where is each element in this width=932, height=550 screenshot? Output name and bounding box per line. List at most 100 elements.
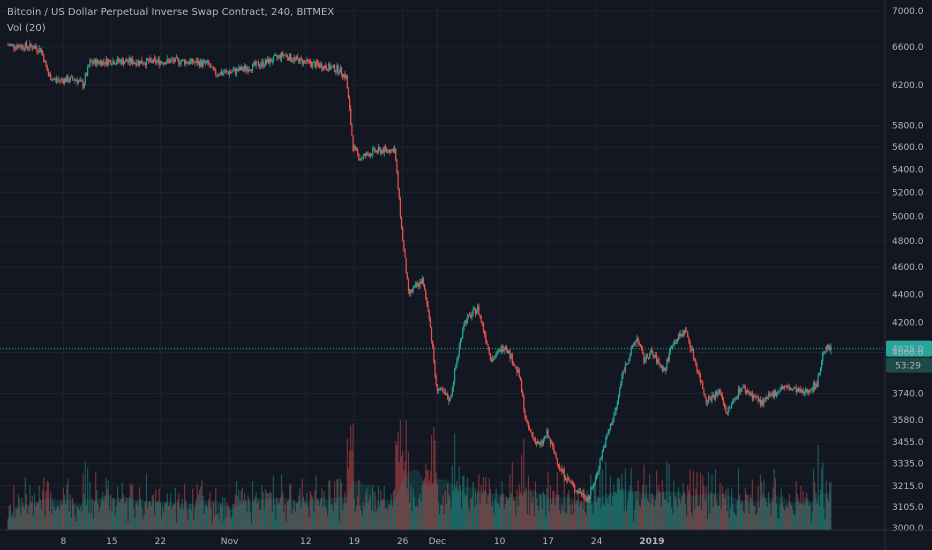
volume-bar: [197, 494, 200, 530]
volume-bar: [532, 496, 534, 530]
volume-bar: [661, 480, 663, 530]
candle-body: [260, 64, 262, 67]
y-tick-label: 5600.0: [892, 143, 924, 153]
volume-bar: [711, 474, 713, 530]
volume-bar: [540, 494, 542, 530]
candle-body: [243, 66, 246, 70]
chart-title[interactable]: Bitcoin / US Dollar Perpetual Inverse Sw…: [7, 7, 335, 18]
volume-bar: [514, 501, 516, 530]
candle-body: [787, 386, 789, 388]
candle-body: [554, 451, 556, 455]
candle-body: [145, 58, 148, 66]
candle-body: [258, 66, 261, 68]
volume-bar: [437, 502, 440, 530]
volume-bar: [439, 514, 441, 530]
candle-body: [43, 54, 45, 62]
volume-bar: [381, 500, 383, 530]
candle-body: [118, 58, 120, 62]
volume-bar: [115, 506, 118, 530]
candle-body: [130, 58, 133, 63]
candle-body: [710, 397, 712, 401]
y-axis[interactable]: 7000.0 6600.0 6200.0 5800.0 5600.0 5400.0 5200…: [884, 0, 924, 550]
y-tick-label: 3335.0: [892, 459, 924, 469]
volume-bar: [405, 420, 407, 530]
candle-body: [106, 58, 108, 65]
candle-body: [457, 355, 459, 361]
x-tick-label: Dec: [429, 537, 446, 547]
volume-bar: [158, 488, 160, 530]
candle-body: [594, 478, 597, 484]
volume-bar: [357, 496, 359, 530]
volume-bar: [484, 490, 486, 530]
volume-bar: [36, 501, 38, 530]
candle-body: [504, 346, 507, 350]
candle-body: [676, 339, 678, 343]
volume-bar: [360, 510, 362, 530]
candle-body: [315, 61, 317, 68]
y-tick-label: 5200.0: [892, 188, 924, 198]
x-axis[interactable]: 8 15 22 Nov 12 19 26 Dec 10 17 24 2019: [0, 529, 932, 547]
volume-bar: [477, 492, 479, 530]
candle-body: [82, 81, 84, 88]
volume-bar: [107, 480, 110, 530]
volume-bar: [526, 514, 528, 530]
volume-bar: [188, 508, 190, 530]
volume-bar: [728, 518, 730, 530]
candle-body: [125, 59, 127, 63]
candle-body: [638, 343, 640, 345]
volume-bar: [492, 501, 494, 530]
volume-bar: [522, 495, 524, 530]
volume-bar: [418, 498, 420, 530]
candle-body: [180, 61, 182, 64]
candle-body: [689, 341, 691, 349]
volume-bar: [827, 502, 830, 530]
candle-body: [613, 415, 615, 421]
volume-bar: [47, 482, 49, 530]
volume-bar: [458, 466, 460, 530]
volume-bar: [249, 512, 251, 530]
candle-body: [616, 401, 618, 407]
candle-body: [212, 66, 215, 70]
volume-bar: [345, 503, 347, 530]
candle-body: [309, 60, 311, 64]
y-tick-label: 6200.0: [892, 81, 924, 91]
candle-body: [784, 387, 786, 388]
volume-bar: [265, 491, 268, 530]
volume-bar: [682, 483, 684, 530]
volume-bar: [30, 501, 32, 530]
volume-bar: [606, 497, 608, 530]
volume-bar: [240, 491, 242, 530]
volume-bar: [295, 503, 298, 530]
volume-bar: [177, 499, 179, 530]
volume-bar: [789, 503, 792, 530]
candle-body: [444, 391, 446, 395]
volume-bar: [619, 479, 621, 530]
candle-body: [374, 148, 376, 153]
volume-bar: [817, 444, 819, 530]
volume-bar: [307, 507, 309, 530]
candle-body: [524, 410, 526, 417]
candle-body: [360, 158, 362, 160]
volume-bar: [263, 509, 265, 530]
candle-body: [642, 349, 644, 354]
candle-body: [278, 54, 280, 57]
volume-bar: [298, 495, 300, 530]
candle-body: [774, 390, 777, 396]
candle-body: [827, 345, 830, 350]
volume-bar: [220, 506, 223, 530]
volume-bar: [367, 502, 369, 530]
volume-bar: [340, 482, 343, 530]
volume-indicator-label[interactable]: Vol (20): [7, 23, 46, 34]
volume-bar: [787, 508, 789, 530]
candle-body: [20, 46, 22, 48]
candle-body: [576, 490, 578, 492]
candle-body: [655, 355, 658, 364]
volume-bar: [226, 502, 228, 530]
candle-body: [503, 349, 505, 352]
candle-body: [267, 58, 269, 63]
volume-bar: [751, 479, 753, 530]
candle-body: [165, 62, 167, 65]
volume-bar: [512, 499, 515, 530]
candle-body: [754, 396, 756, 397]
